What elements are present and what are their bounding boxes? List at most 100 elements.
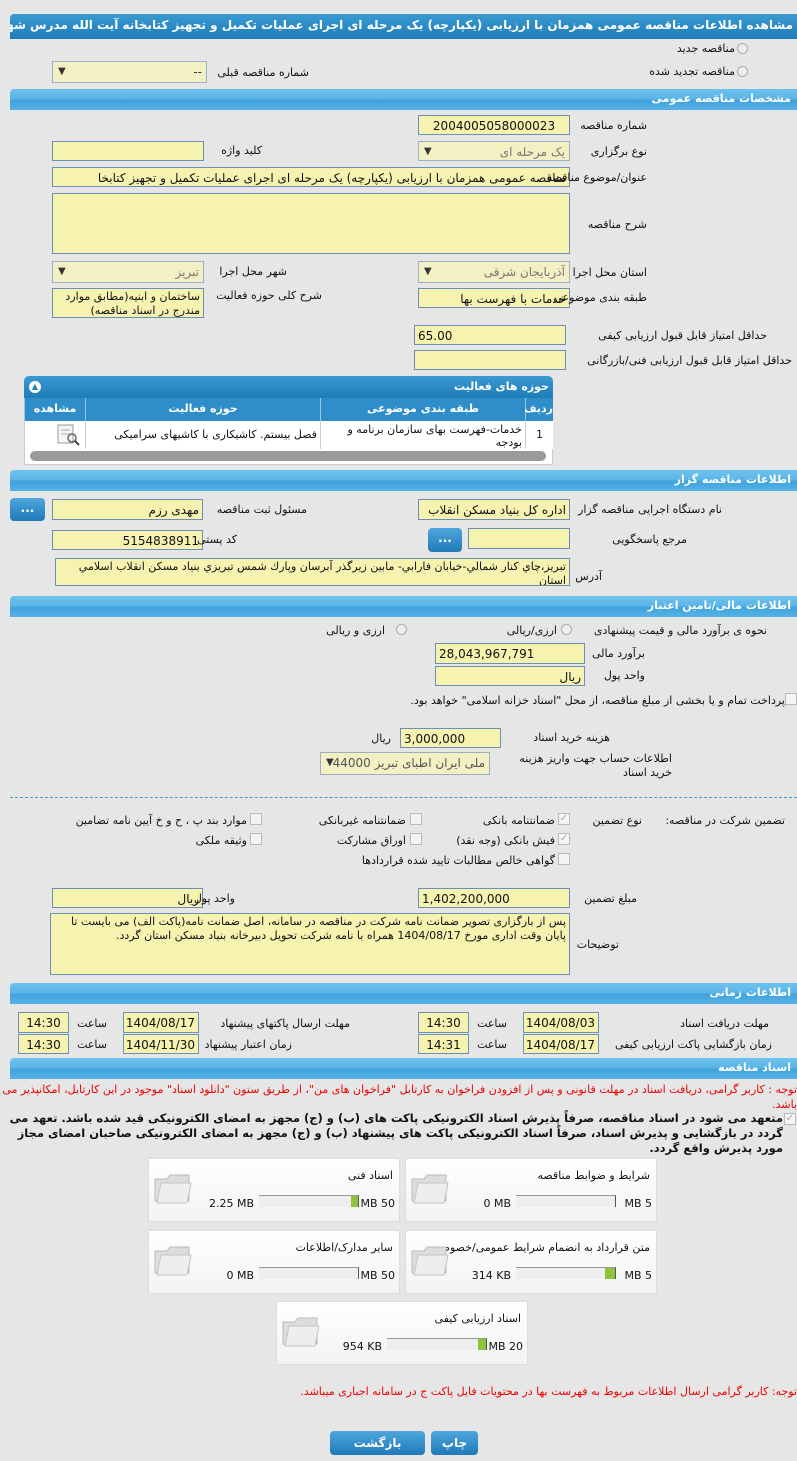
validity-time[interactable]: 14:30 [18,1034,69,1054]
guarantee-amount-label: مبلغ تضمین [584,892,637,905]
chevron-down-icon: ▼ [58,266,66,277]
keyword-label: کلید واژه [221,144,262,157]
select-reference-button[interactable]: ... [428,528,462,552]
document-progress-fill [478,1339,486,1350]
hold-type-select[interactable]: یک مرحله ای ▼ [418,141,570,161]
view-document-icon[interactable] [55,423,81,447]
guarantee-notes-field[interactable]: پس از بارگزاری تصویر ضمانت نامه شرکت در … [50,913,570,975]
guarantee-type-label: نوع تضمین [592,814,642,827]
submit-deadline-date[interactable]: 1404/08/17 [123,1012,199,1033]
folder-icon[interactable] [281,1314,321,1348]
document-title: متن قرارداد به انضمام شرایط عمومی/خصوصی [431,1241,650,1254]
city-label: شهر محل اجرا [219,265,287,278]
page-title: مشاهده اطلاعات مناقصه عمومی همزمان با ار… [10,14,797,39]
col-view: مشاهده [24,398,85,421]
price-list-note: توجه: کاربر گرامی ارسال اطلاعات مربوط به… [300,1385,797,1398]
renewed-tender-radio[interactable] [737,66,748,77]
print-button[interactable]: چاپ [431,1431,478,1455]
section-general: مشخصات مناقصه عمومی [10,89,797,110]
min-quality-label: حداقل امتیاز قابل قبول ارزیابی کیفی [598,329,767,342]
category-label: طبقه بندی موضوعی [553,291,647,304]
scope-label: شرح کلی حوزه فعالیت [216,289,322,302]
back-button[interactable]: بازگشت [330,1431,425,1455]
estimate-field[interactable]: 28,043,967,791 [435,643,585,664]
document-max-size: 5 MB [624,1269,652,1282]
description-field[interactable] [52,193,570,254]
chevron-down-icon: ▼ [424,266,432,277]
folder-icon[interactable] [153,1171,193,1205]
scope-field[interactable]: ساختمان و ابنیه(مطابق موارد مندرج در اسن… [52,288,204,318]
guarantee-option-2: ضمانتنامه غیربانکی [318,814,406,827]
guarantee-checkbox-7[interactable] [558,853,570,865]
folder-icon[interactable] [153,1243,193,1277]
doc-cost-unit: ریال [371,732,391,745]
folder-icon[interactable] [410,1171,450,1205]
min-quality-field[interactable]: 65.00 [414,325,566,345]
city-select[interactable]: تبریز ▼ [52,261,204,283]
open-time[interactable]: 14:31 [418,1034,469,1054]
guarantee-checkbox-6[interactable] [250,833,262,845]
doc-cost-label: هزینه خرید اسناد [533,731,610,744]
guarantee-checkbox-3[interactable] [250,813,262,825]
method-radio-1[interactable] [561,624,572,635]
cell-row: 1 [525,421,553,449]
responsible-field[interactable]: مهدی رزم [52,499,203,520]
tender-number-field[interactable]: 2004005058000023 [418,115,570,135]
guarantee-checkbox-4[interactable]: ✓ [558,833,570,845]
province-select[interactable]: آذربایجان شرقی ▼ [418,261,570,283]
guarantee-label: تضمین شرکت در مناقصه: [665,814,785,827]
hour-label: ساعت [77,1017,107,1030]
hour-label: ساعت [77,1038,107,1051]
prev-tender-select[interactable]: -- ▼ [52,61,207,83]
submit-deadline-time[interactable]: 14:30 [18,1012,69,1033]
keyword-field[interactable] [52,141,204,161]
subject-field[interactable]: مناقصه عمومی همزمان با ارزیابی (یکپارچه)… [52,167,570,187]
new-tender-radio[interactable] [737,43,748,54]
section-finance: اطلاعات مالی/تامین اعتبار [10,596,797,617]
document-progress-bar [259,1195,359,1207]
doc-cost-field[interactable]: 3,000,000 [400,728,501,748]
account-select[interactable]: ملی ایران اطبای تبریز 44000 ▼ [320,752,490,775]
province-value: آذربایجان شرقی [483,265,565,279]
guarantee-currency-field[interactable]: ریال [52,888,203,908]
guarantee-option-7: گواهی خالص مطالبات تایید شده قراردادها [361,854,555,867]
document-card[interactable]: سایر مدارک/اطلاعات 50 MB 0 MB [148,1230,400,1294]
document-card[interactable]: متن قرارداد به انضمام شرایط عمومی/خصوصی … [405,1230,657,1294]
document-card[interactable]: اسناد فنی 50 MB 2.25 MB [148,1158,400,1222]
reference-field[interactable] [468,528,570,549]
guarantee-checkbox-1[interactable]: ✓ [558,813,570,825]
address-field[interactable]: تبریز،چاي كنار شمالي-خيابان فارابي- مابي… [55,558,570,586]
select-responsible-button[interactable]: ... [10,498,45,521]
category-field[interactable]: خدمات با فهرست بها [418,288,570,308]
province-label: استان محل اجرا [572,266,647,279]
collapse-icon[interactable]: ▲ [29,381,41,393]
document-card[interactable]: اسناد ارزیابی کیفی 20 MB 954 KB [276,1301,528,1365]
document-card[interactable]: شرایط و ضوابط مناقصه 5 MB 0 MB [405,1158,657,1222]
validity-date[interactable]: 1404/11/30 [123,1034,199,1054]
document-title: سایر مدارک/اطلاعات [295,1241,393,1254]
guarantee-option-4: فیش بانکی (وجه نقد) [456,834,555,847]
treasury-checkbox[interactable] [785,693,797,705]
guarantee-checkbox-2[interactable] [410,813,422,825]
horizontal-scrollbar[interactable] [30,451,546,461]
organizer-field[interactable]: اداره کل بنیاد مسکن انقلاب [418,499,570,520]
cell-field: فصل بیستم. کاشیکاری با کاشیهای سرامیکی [85,421,320,449]
currency-field[interactable]: ریال [435,666,585,686]
method-radio-2[interactable] [396,624,407,635]
postal-code-field[interactable]: 5154838911 [52,530,203,550]
guarantee-checkbox-5[interactable] [410,833,422,845]
folder-icon[interactable] [410,1243,450,1277]
document-title: شرایط و ضوابط مناقصه [537,1169,651,1182]
doc-deadline-date[interactable]: 1404/08/03 [523,1012,599,1033]
commit-checkbox[interactable]: ✓ [784,1113,796,1125]
doc-deadline-time[interactable]: 14:30 [418,1012,469,1033]
document-used-size: 0 MB [483,1197,511,1210]
min-tech-field[interactable] [414,350,566,370]
open-label: زمان بازگشایی پاکت ارزیابی کیفی [614,1038,772,1051]
guarantee-amount-field[interactable]: 1,402,200,000 [418,888,570,908]
open-date[interactable]: 1404/08/17 [523,1034,599,1054]
estimate-label: برآورد مالی [592,647,645,660]
document-max-size: 50 MB [360,1197,395,1210]
guarantee-option-6: وثیقه ملکی [195,834,247,847]
subject-label: عنوان/موضوع مناقصه [546,171,647,184]
